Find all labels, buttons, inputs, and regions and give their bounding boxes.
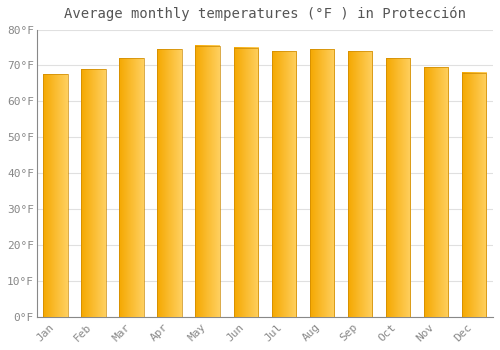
Bar [424,67,448,317]
Bar [82,69,106,317]
Bar [158,49,182,317]
Bar [348,51,372,317]
Title: Average monthly temperatures (°F ) in Protección: Average monthly temperatures (°F ) in Pr… [64,7,466,21]
Bar [44,75,68,317]
Bar [272,51,296,317]
Bar [310,49,334,317]
Bar [462,73,486,317]
Bar [120,58,144,317]
Bar [196,46,220,317]
Bar [386,58,410,317]
Bar [234,48,258,317]
